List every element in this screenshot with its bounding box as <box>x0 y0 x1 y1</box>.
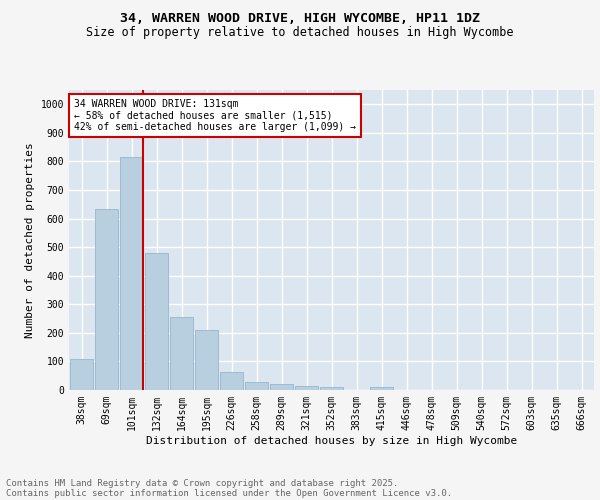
Bar <box>245 382 268 390</box>
Bar <box>320 387 343 390</box>
Text: Contains HM Land Registry data © Crown copyright and database right 2025.: Contains HM Land Registry data © Crown c… <box>6 478 398 488</box>
Bar <box>170 317 193 390</box>
Bar <box>270 384 293 390</box>
Text: Contains public sector information licensed under the Open Government Licence v3: Contains public sector information licen… <box>6 488 452 498</box>
X-axis label: Distribution of detached houses by size in High Wycombe: Distribution of detached houses by size … <box>146 436 517 446</box>
Bar <box>120 157 143 390</box>
Bar <box>370 387 393 390</box>
Text: 34 WARREN WOOD DRIVE: 131sqm
← 58% of detached houses are smaller (1,515)
42% of: 34 WARREN WOOD DRIVE: 131sqm ← 58% of de… <box>74 99 356 132</box>
Y-axis label: Number of detached properties: Number of detached properties <box>25 142 35 338</box>
Bar <box>95 208 118 390</box>
Bar <box>195 330 218 390</box>
Bar <box>70 358 93 390</box>
Bar <box>220 372 243 390</box>
Text: 34, WARREN WOOD DRIVE, HIGH WYCOMBE, HP11 1DZ: 34, WARREN WOOD DRIVE, HIGH WYCOMBE, HP1… <box>120 12 480 26</box>
Bar <box>145 253 168 390</box>
Bar <box>295 386 318 390</box>
Text: Size of property relative to detached houses in High Wycombe: Size of property relative to detached ho… <box>86 26 514 39</box>
